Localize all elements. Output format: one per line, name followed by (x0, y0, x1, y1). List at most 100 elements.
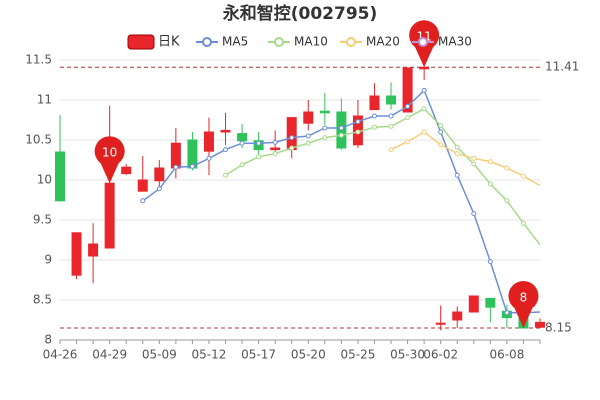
ma-point (388, 123, 394, 129)
candle-body (187, 139, 198, 169)
ma-point (355, 129, 361, 135)
ma-point (454, 144, 460, 150)
pin: 8 (508, 281, 539, 328)
candle-body (237, 133, 248, 142)
ma-point (504, 198, 510, 204)
legend: 日K MA5 MA10 MA20 MA30 (127, 34, 472, 50)
x-tick-label: 06-08 (489, 348, 524, 362)
extreme-label: 11.41 (545, 60, 579, 74)
ma-point (289, 135, 295, 141)
y-tick-label: 11 (37, 93, 52, 107)
y-tick-label: 8 (44, 333, 52, 347)
candle-body (319, 110, 330, 114)
ma-point (223, 172, 229, 178)
ma-point (223, 147, 229, 153)
candle-body (535, 321, 545, 328)
ma-point (438, 129, 444, 135)
candle-body (203, 131, 214, 152)
candle-body (435, 322, 446, 325)
legend-dot (202, 37, 212, 47)
legend-dot (346, 37, 356, 47)
candle-body (220, 129, 231, 133)
ma-point (438, 142, 444, 148)
ma-point (487, 259, 493, 265)
candle-body (303, 111, 314, 124)
ma-point (140, 198, 146, 204)
ma-point (471, 155, 477, 161)
candle-body (137, 179, 148, 192)
y-tick-label: 10.5 (25, 133, 52, 147)
x-tick-label: 06-02 (423, 348, 458, 362)
ma-point (520, 173, 526, 179)
ma-point (206, 155, 212, 161)
ma-point (388, 147, 394, 153)
ma-point (454, 172, 460, 178)
ma-point (421, 129, 427, 135)
x-tick-label: 05-20 (291, 348, 326, 362)
legend-dot (274, 37, 284, 47)
ma-point (471, 211, 477, 217)
ma-point (322, 125, 328, 131)
ma-point (322, 135, 328, 141)
y-tick-label: 9 (44, 253, 52, 267)
candle-body (88, 243, 99, 257)
legend-label: MA30 (438, 35, 472, 49)
ma-point (338, 125, 344, 131)
ma-point (504, 165, 510, 171)
ma-point (471, 161, 477, 167)
ma-point (189, 163, 195, 169)
candle-body (170, 142, 181, 169)
candle-body (468, 295, 479, 313)
ma-point (289, 145, 295, 151)
candle-body (104, 182, 115, 249)
ma-point (438, 123, 444, 129)
x-tick-label: 05-17 (241, 348, 276, 362)
ma-point (454, 151, 460, 157)
ma-point (156, 186, 162, 192)
x-tick-label: 04-29 (92, 348, 127, 362)
candle-body (402, 67, 413, 113)
candle-body (452, 311, 463, 321)
ma-point (305, 140, 311, 146)
candle-body (386, 95, 397, 105)
legend-label: MA5 (222, 35, 248, 49)
candle-body (55, 151, 65, 202)
legend-label: 日K (158, 35, 180, 50)
ma-point (405, 103, 411, 109)
ma-point (305, 133, 311, 139)
ma-point (256, 140, 262, 146)
ma-point (371, 113, 377, 119)
ma-point (504, 310, 510, 316)
candle-body (154, 167, 165, 182)
legend-label: MA10 (294, 35, 328, 49)
pin-label: 10 (102, 146, 117, 160)
y-tick-label: 11.5 (25, 53, 52, 67)
candle-body (369, 95, 380, 111)
y-tick-label: 9.5 (33, 213, 52, 227)
ma-point (239, 140, 245, 146)
x-tick-label: 04-26 (43, 348, 78, 362)
legend-dot (418, 37, 428, 47)
ma-point (487, 159, 493, 165)
pin: 10 (94, 136, 125, 184)
ma-point (239, 162, 245, 168)
extreme-label: 8.15 (545, 321, 572, 335)
x-tick-label: 05-12 (192, 348, 227, 362)
ma-point (520, 220, 526, 226)
ma-point (405, 139, 411, 145)
pin-shape (508, 281, 539, 328)
legend-label: MA20 (366, 35, 400, 49)
candle-body (71, 232, 82, 276)
x-tick-label: 05-30 (390, 348, 425, 362)
ma-line (225, 107, 541, 246)
ma-point (388, 113, 394, 119)
ma-point (338, 132, 344, 138)
ma-point (355, 119, 361, 125)
ma-line (390, 131, 541, 187)
candle-body (286, 117, 297, 151)
y-tick-label: 10 (37, 173, 52, 187)
ma-point (272, 151, 278, 157)
ma-point (173, 164, 179, 170)
candle-body (419, 66, 430, 70)
